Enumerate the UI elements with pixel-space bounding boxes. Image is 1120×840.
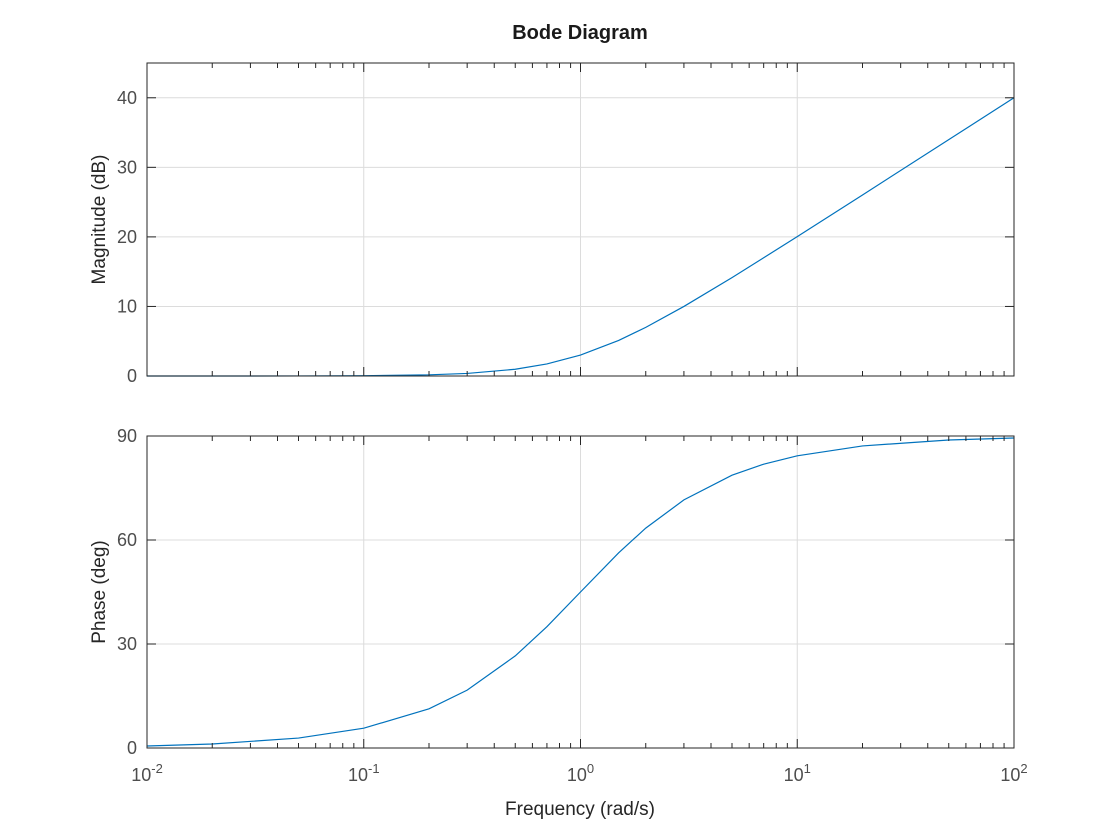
phase-y-tick-label: 60 [117,530,137,550]
mag-y-tick-label: 10 [117,296,137,316]
magnitude-subplot: 0 10 20 30 40 Magnitude (dB) [89,62,1015,386]
x-tick-label: 101 [784,761,811,785]
phase-subplot: 0 30 60 90 Phase (deg) 10-2 10-1 100 101 102 [89,426,1028,785]
mag-y-axis-label: Magnitude (dB) [89,155,110,285]
mag-y-tick-label: 40 [117,88,137,108]
phase-y-tick-label: 0 [127,738,137,758]
x-tick-label: 10-2 [131,761,163,785]
phase-series-line [146,437,1015,747]
phase-y-tick-label: 30 [117,634,137,654]
mag-y-tick-label: 0 [127,366,137,386]
x-axis-label: Frequency (rad/s) [505,799,655,820]
x-tick-label: 100 [567,761,594,785]
mag-y-tick-label: 20 [117,227,137,247]
mag-y-tick-label: 30 [117,157,137,177]
x-tick-label: 102 [1000,761,1027,785]
phase-y-tick-label: 90 [117,426,137,446]
chart-title: Bode Diagram [512,22,648,44]
phase-y-axis-label: Phase (deg) [89,540,110,644]
x-tick-label: 10-1 [348,761,380,785]
